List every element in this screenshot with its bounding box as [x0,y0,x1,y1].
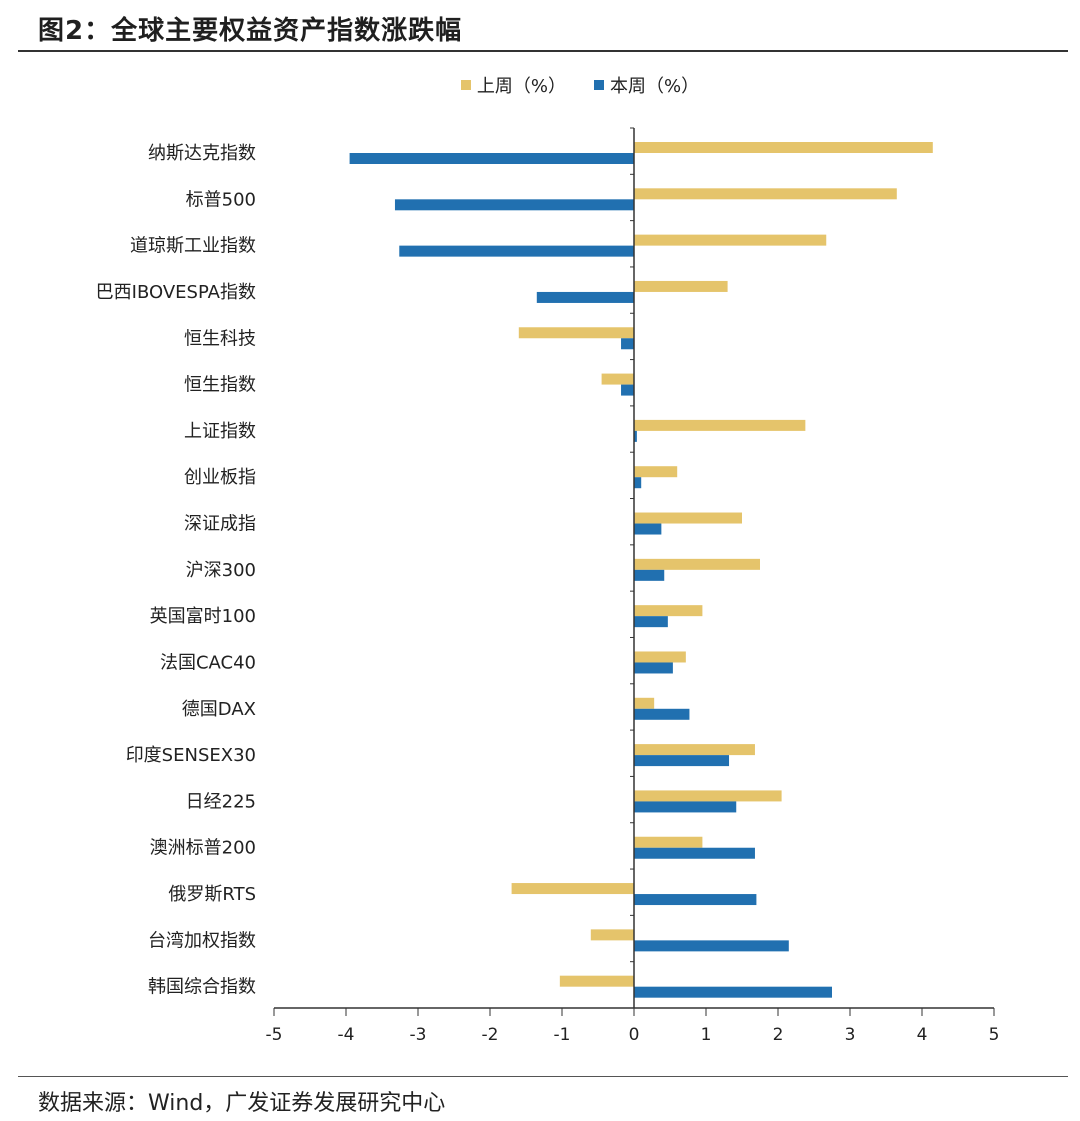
bar-last-week [634,466,678,478]
bar-last-week [511,883,634,895]
category-label: 巴西IBOVESPA指数 [96,282,256,303]
bar-last-week [634,234,827,246]
category-label: 台湾加权指数 [148,930,256,951]
x-tick-label: 4 [917,1025,928,1045]
category-label: 印度SENSEX30 [126,745,256,766]
bar-last-week [634,790,782,802]
x-tick-label: 0 [629,1025,640,1045]
category-label: 沪深300 [186,560,256,581]
category-label: 创业板指 [184,467,256,488]
bar-this-week [634,847,755,859]
bar-this-week [621,384,634,396]
legend-item-last-week: 上周（%） [460,72,566,98]
bar-this-week [634,940,789,952]
category-label: 俄罗斯RTS [168,884,256,905]
x-tick-label: 3 [845,1025,856,1045]
x-tick-label: -4 [338,1025,355,1045]
bar-last-week [634,558,760,570]
bar-this-week [634,477,642,489]
category-label: 日经225 [186,791,256,812]
category-label: 纳斯达克指数 [148,143,256,164]
bar-last-week [634,651,686,663]
category-label: 澳洲标普200 [150,838,256,859]
bar-this-week [394,199,634,211]
x-tick-label: 2 [773,1025,784,1045]
bar-last-week [634,419,806,431]
x-tick-label: 1 [701,1025,712,1045]
bar-this-week [621,338,634,350]
x-tick-label: -1 [554,1025,571,1045]
bar-this-week [634,616,668,628]
category-label: 韩国综合指数 [148,977,256,998]
bar-this-week [349,153,634,164]
bar-last-week [559,975,634,987]
bar-this-week [536,291,634,303]
x-tick-label: -5 [266,1025,283,1045]
x-tick-label: -2 [482,1025,499,1045]
bar-last-week [634,605,703,617]
bar-this-week [634,430,637,442]
category-label: 深证成指 [184,514,256,535]
category-label: 恒生指数 [184,375,256,396]
x-tick-label: 5 [989,1025,1000,1045]
bar-this-week [634,986,832,998]
category-label: 标普500 [186,189,256,210]
category-label: 恒生科技 [184,328,256,349]
category-label: 上证指数 [184,421,256,442]
bar-last-week [634,836,703,848]
page-title: 图2：全球主要权益资产指数涨跌幅 [38,16,463,46]
bar-this-week [634,755,730,767]
category-label: 法国CAC40 [160,652,256,673]
bar-last-week [601,373,634,385]
footer-divider [18,1076,1068,1077]
bar-this-week [634,662,673,674]
bar-last-week [634,142,933,153]
legend-label-this-week: 本周（%） [610,76,700,97]
bar-last-week [634,697,655,709]
legend-swatch-last-week [460,80,471,90]
data-source-note: 数据来源：Wind，广发证券发展研究中心 [38,1091,446,1116]
bar-last-week [634,744,755,756]
bar-last-week [590,929,634,941]
category-label: 道琼斯工业指数 [130,236,256,257]
bar-this-week [399,245,634,257]
legend-swatch-this-week [594,80,604,90]
bar-last-week [634,188,897,200]
category-label: 德国DAX [182,699,256,720]
legend-item-this-week: 本周（%） [594,72,699,98]
legend-label-last-week: 上周（%） [476,76,566,97]
bar-this-week [634,801,737,813]
bar-this-week [634,523,662,535]
title-divider [18,50,1068,52]
bar-this-week [634,894,757,906]
category-label: 英国富时100 [150,606,256,627]
bar-last-week [634,280,728,292]
chart-legend: 上周（%） 本周（%） [0,72,1080,98]
bar-last-week [634,512,742,524]
bar-this-week [634,708,690,720]
bar-last-week [518,327,634,339]
x-tick-label: -3 [410,1025,427,1045]
bar-this-week [634,569,665,581]
